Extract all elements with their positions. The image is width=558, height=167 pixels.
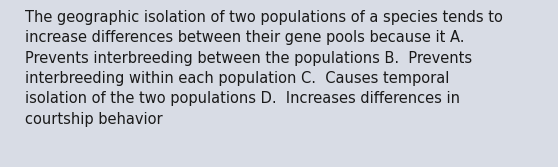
Text: The geographic isolation of two populations of a species tends to
increase diffe: The geographic isolation of two populati… — [25, 10, 502, 127]
